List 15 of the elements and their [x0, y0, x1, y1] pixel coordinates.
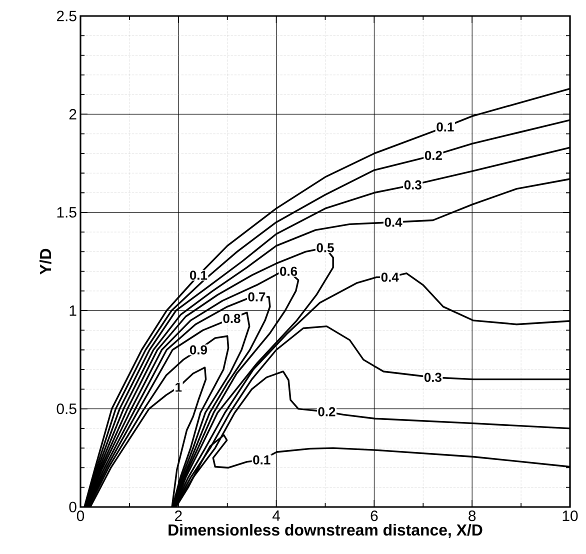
- y-tick-label: 0.5: [56, 404, 76, 414]
- y-tick-label: 0: [69, 502, 76, 512]
- x-tick-label: 10: [562, 510, 578, 522]
- x-tick-label: 2: [174, 510, 182, 521]
- x-tick-label: 8: [468, 510, 476, 522]
- y-axis-title: Y/D: [40, 248, 52, 275]
- y-tick-label: 1.5: [57, 207, 76, 218]
- y-tick-label: 2.5: [56, 10, 76, 22]
- x-tick-label: 0: [76, 510, 84, 522]
- y-tick-label: 1: [70, 305, 76, 316]
- x-tick-label: 6: [370, 510, 378, 522]
- x-tick-label: 4: [272, 510, 280, 521]
- x-axis-title: Dimensionless downstream distance, X/D: [168, 524, 482, 538]
- y-tick-label: 2: [69, 108, 76, 120]
- annotation: 1: [176, 382, 182, 392]
